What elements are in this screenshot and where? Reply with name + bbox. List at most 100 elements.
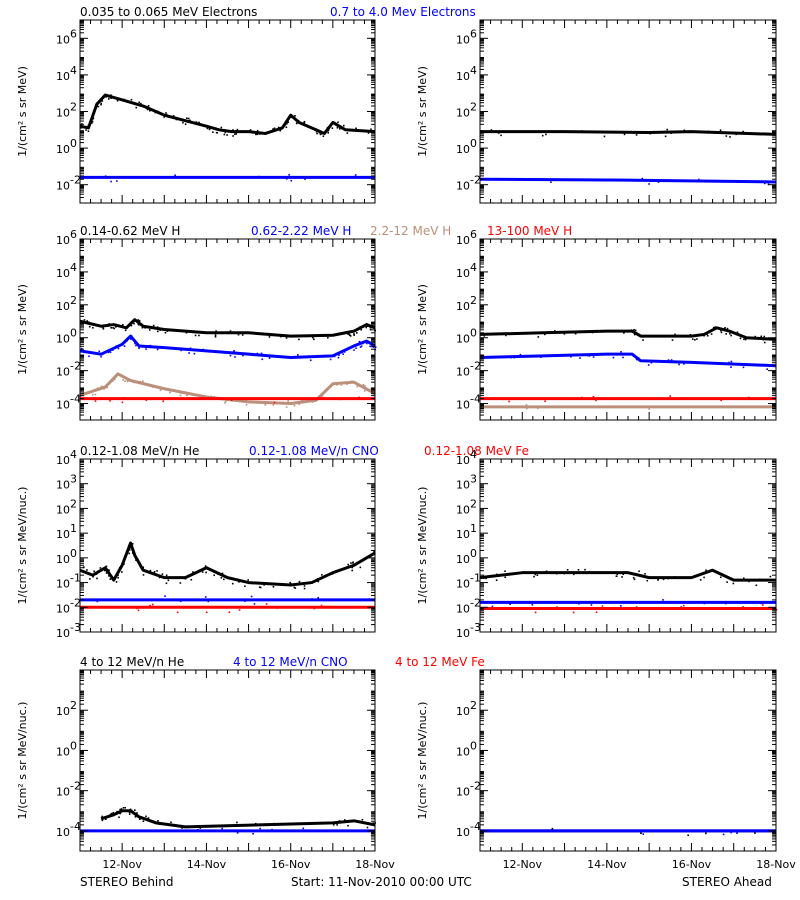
data-point [586, 354, 589, 357]
data-point [100, 102, 103, 105]
data-point [263, 584, 265, 586]
data-point [153, 346, 156, 348]
data-point [204, 596, 207, 598]
data-point [341, 820, 343, 823]
data-point [650, 361, 653, 364]
data-point [728, 361, 730, 364]
y-axis-label: 1/(cm² s sr MeV/nuc.) [416, 487, 429, 605]
data-point [135, 344, 137, 347]
data-point [642, 339, 644, 341]
data-point [670, 359, 673, 361]
y-tick-exponent: 4 [470, 448, 477, 461]
data-point [116, 324, 119, 327]
y-tick-label: 10 [456, 745, 470, 758]
y-tick-label: 10 [56, 627, 70, 640]
data-point [209, 127, 211, 130]
y-tick-label: 10 [456, 366, 470, 379]
data-point [181, 827, 183, 829]
data-point [201, 571, 204, 573]
y-tick-exponent: -4 [70, 820, 81, 833]
data-point [228, 611, 231, 614]
data-point [294, 587, 297, 589]
series-line [79, 334, 376, 359]
data-point [670, 132, 673, 135]
data-point [721, 573, 724, 576]
data-point [110, 812, 113, 815]
data-point [176, 611, 179, 614]
data-point [220, 126, 223, 129]
data-point [303, 585, 306, 587]
data-point [501, 179, 504, 181]
data-point [287, 121, 289, 124]
data-point [266, 354, 269, 357]
data-point [636, 357, 638, 360]
data-point [523, 179, 526, 181]
series-0 [79, 541, 376, 590]
data-point [516, 332, 518, 334]
data-point [703, 602, 706, 605]
data-point [92, 117, 95, 120]
data-point [725, 333, 727, 335]
data-point [303, 121, 306, 124]
y-tick-exponent: 0 [470, 327, 477, 340]
data-point [124, 806, 126, 809]
data-point [145, 815, 147, 818]
data-point [264, 404, 267, 406]
data-point [252, 832, 254, 835]
data-point [161, 573, 164, 575]
data-point [637, 357, 640, 359]
data-point [133, 322, 135, 325]
data-point [199, 123, 201, 125]
plot-frame [479, 669, 777, 852]
data-point [336, 126, 339, 129]
data-point [293, 404, 296, 407]
data-point [657, 579, 659, 581]
data-point [156, 110, 159, 113]
data-point [333, 355, 336, 358]
data-point [635, 134, 638, 136]
data-point [255, 133, 257, 136]
data-point [366, 325, 369, 327]
data-point [84, 351, 86, 354]
data-point [704, 332, 706, 335]
data-point [678, 363, 680, 366]
data-point [735, 608, 738, 610]
y-tick-label: 10 [56, 503, 70, 516]
y-tick-label: 10 [456, 528, 470, 541]
data-point [159, 329, 161, 331]
data-point [504, 576, 507, 579]
data-point [707, 130, 710, 133]
data-point [224, 401, 226, 404]
data-point [338, 354, 340, 357]
data-point [133, 555, 136, 557]
data-point [553, 330, 556, 332]
data-point [580, 130, 583, 132]
data-point [762, 604, 764, 606]
data-point [348, 333, 350, 336]
data-point [633, 578, 636, 581]
data-point [121, 571, 123, 573]
series-1 [480, 829, 776, 836]
data-point [674, 576, 676, 578]
data-point [271, 334, 274, 336]
data-point [623, 133, 626, 136]
data-point [757, 601, 759, 603]
data-point [229, 330, 232, 332]
data-point [152, 324, 155, 327]
data-point [105, 96, 107, 98]
data-point [327, 128, 330, 131]
y-axis-label: 1/(cm² s sr MeV) [16, 284, 29, 375]
data-point [134, 809, 136, 811]
data-point [490, 129, 493, 131]
data-point [184, 577, 187, 580]
data-point [88, 321, 90, 324]
data-point [162, 400, 165, 403]
y-tick-label: 10 [56, 366, 70, 379]
y-tick-exponent: 0 [470, 547, 477, 560]
series-line [479, 177, 777, 184]
data-point [647, 335, 650, 338]
y-tick-label: 10 [456, 70, 470, 83]
data-point [158, 823, 161, 826]
data-point [88, 355, 90, 358]
